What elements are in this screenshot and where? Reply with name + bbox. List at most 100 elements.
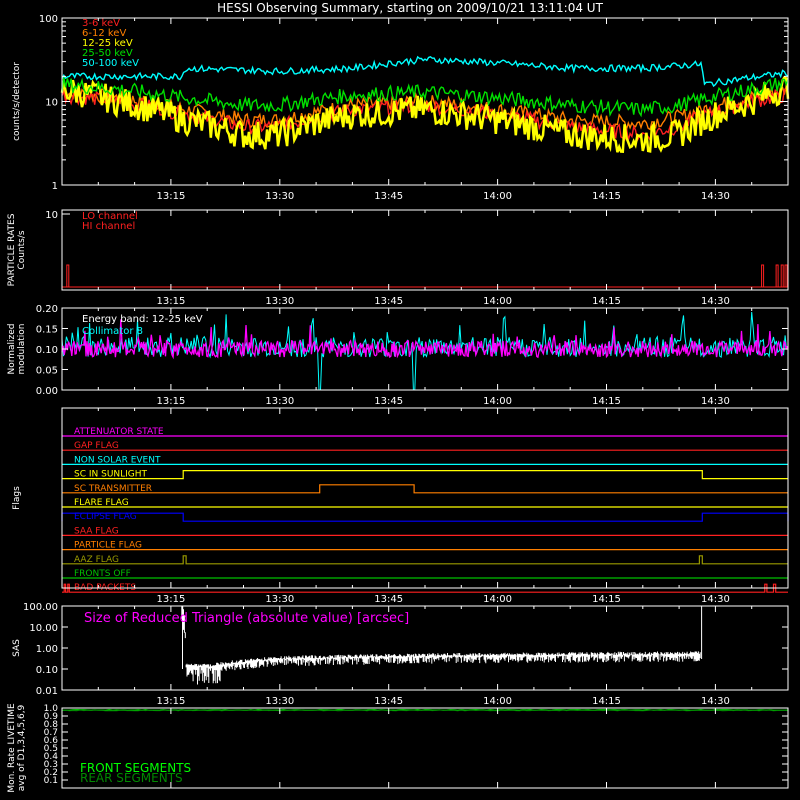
flag-trace (62, 583, 788, 593)
y-tick-label: 10.00 (29, 623, 58, 634)
y-tick-label: 0.10 (36, 345, 58, 356)
y-tick-label: 0.15 (36, 325, 58, 336)
livetime-panel: 0.10.20.30.40.50.60.70.80.91.0 Mon. Rate … (7, 703, 789, 793)
flag-trace (62, 555, 788, 565)
flag-label: AAZ FLAG (74, 555, 119, 565)
time-tick-label: 14:30 (701, 696, 730, 707)
time-tick-label: 13:15 (156, 296, 185, 307)
time-tick-label: 13:30 (265, 296, 294, 307)
y-tick-label: 100.00 (23, 602, 58, 613)
flags-panel: ATTENUATOR STATE GAP FLAG NON SOLAR EVENT S… (12, 407, 789, 605)
legend-entry: 50-100 keV (82, 58, 139, 69)
y-axis-label: Mon. Rate LIVETIME (7, 703, 17, 793)
time-tick-label: 13:45 (374, 696, 403, 707)
time-tick-label: 14:15 (592, 296, 621, 307)
y-tick-label: 0.10 (36, 665, 58, 676)
flag-label: FRONTS OFF (74, 569, 131, 579)
series-line-50-100-keV (61, 55, 789, 88)
time-tick-label: 13:15 (156, 396, 185, 407)
time-tick-label: 13:30 (265, 696, 294, 707)
time-tick-label: 13:15 (156, 594, 185, 605)
y-axis-label: counts/s/detector (12, 62, 22, 141)
y-tick-label: 10 (45, 98, 58, 109)
particle-spike (761, 264, 765, 287)
y-axis-label: Normalized (7, 323, 17, 374)
legend-entry: 12-25 keV (82, 38, 133, 49)
particle-spike (784, 264, 788, 287)
y-tick-label: 0.01 (36, 686, 58, 697)
time-tick-label: 13:30 (265, 191, 294, 202)
y-tick-label: 0.9 (44, 712, 59, 722)
y-axis-label: Flags (12, 486, 22, 510)
y-axis-label: avg of D1,3,4,5,6,9 (17, 704, 27, 791)
y-tick-label: 0.20 (36, 304, 58, 315)
time-tick-label: 14:30 (701, 594, 730, 605)
time-tick-label: 14:00 (483, 396, 512, 407)
particle-rates-panel: 1013:1513:3013:4514:0014:1514:3014:45PAR… (7, 209, 789, 307)
particle-spike (780, 264, 784, 287)
xray-rates-panel: 11010013:1513:3013:4514:0014:1514:3014:4… (12, 14, 790, 202)
legend-entry: LO channel (82, 211, 138, 222)
series-line-sas (181, 606, 703, 685)
time-tick-label: 13:15 (156, 696, 185, 707)
series-line-modulation (61, 319, 788, 360)
series-line-25-50-keV (61, 77, 789, 118)
flag-label: NON SOLAR EVENT (74, 455, 161, 465)
flag-label: SC TRANSMITTER (74, 484, 152, 494)
legend-entry: FRONT SEGMENTS (80, 761, 191, 775)
y-tick-label: 0.1 (44, 776, 58, 786)
y-tick-label: 0.3 (44, 760, 58, 770)
time-tick-label: 14:00 (483, 696, 512, 707)
particle-spike (775, 264, 779, 287)
time-tick-label: 13:45 (374, 191, 403, 202)
particle-spike (66, 264, 70, 287)
flag-trace (62, 484, 788, 494)
panels: 11010013:1513:3013:4514:0014:1514:3014:4… (7, 14, 790, 793)
time-tick-label: 13:30 (265, 594, 294, 605)
y-tick-label: 0.8 (44, 720, 59, 730)
modulation-panel: 0.00 0.05 0.10 0.15 0.20 13:15 13:30 13:45 14:00… (7, 304, 789, 407)
flag-label: PARTICLE FLAG (74, 541, 142, 551)
time-tick-label: 14:00 (483, 191, 512, 202)
y-tick-label: 1 (52, 181, 58, 192)
y-tick-label: 0.4 (44, 752, 59, 762)
series-line-collimator-8 (61, 311, 787, 391)
legend-entry: 25-50 keV (82, 48, 133, 59)
flag-label: ATTENUATOR STATE (74, 427, 164, 437)
time-tick-label: 13:30 (265, 396, 294, 407)
legend-entry: 3-6 keV (82, 18, 120, 29)
time-tick-label: 14:00 (483, 296, 512, 307)
flag-trace (62, 470, 788, 480)
time-tick-label: 14:15 (592, 696, 621, 707)
y-tick-label: 0.5 (44, 744, 58, 754)
series-line-12-25-keV (60, 75, 790, 154)
flag-trace (61, 512, 789, 522)
y-tick-label: 1.0 (44, 704, 59, 714)
flag-label: SAA FLAG (74, 526, 119, 536)
time-tick-label: 14:30 (701, 396, 730, 407)
panel-annotation: Energy band: 12-25 keV (82, 314, 203, 325)
time-tick-label: 14:00 (483, 594, 512, 605)
y-axis-label: PARTICLE RATES (7, 213, 17, 286)
y-tick-label: 1.00 (36, 644, 58, 655)
panel-annotation: Size of Reduced Triangle (absolute value… (84, 611, 409, 626)
series-line-rear-segments (61, 709, 789, 712)
flag-label: GAP FLAG (74, 441, 119, 451)
y-tick-label: 100 (39, 14, 58, 25)
legend-entry: HI channel (82, 221, 135, 232)
time-tick-label: 13:45 (374, 594, 403, 605)
y-axis-label: Counts/s (17, 230, 27, 269)
y-tick-label: 0.00 (36, 386, 58, 397)
legend-entry: REAR SEGMENTS (80, 771, 183, 785)
flag-label: FLARE FLAG (74, 498, 129, 508)
time-tick-label: 13:45 (374, 396, 403, 407)
y-tick-label: 0.6 (44, 736, 59, 746)
flag-label: SC IN SUNLIGHT (74, 470, 148, 480)
time-tick-label: 14:15 (592, 191, 621, 202)
time-tick-label: 14:15 (592, 594, 621, 605)
time-tick-label: 14:15 (592, 396, 621, 407)
legend-entry: 6-12 keV (82, 28, 126, 39)
y-tick-label: 0.7 (44, 728, 58, 738)
